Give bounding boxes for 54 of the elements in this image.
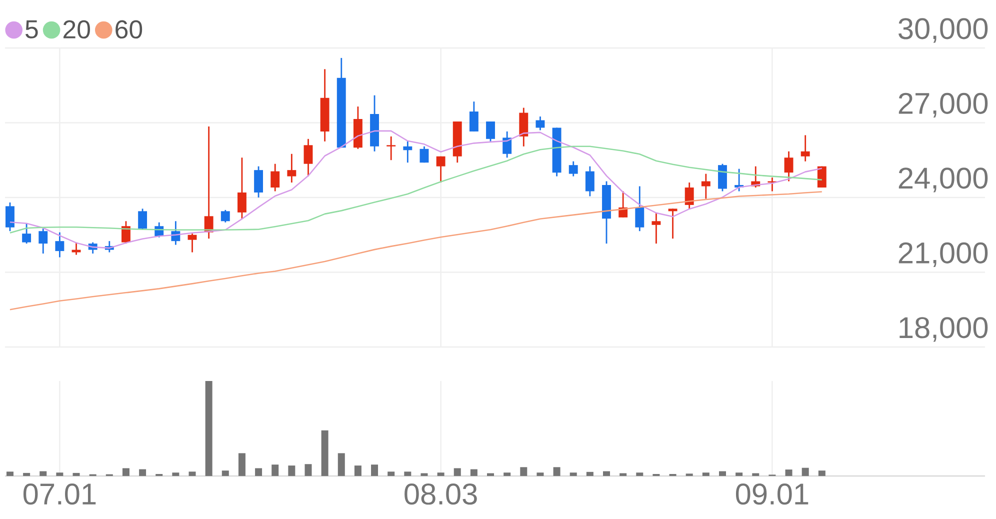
bar xyxy=(586,472,594,476)
bar xyxy=(536,472,544,476)
bar xyxy=(72,472,80,476)
bar xyxy=(56,472,64,476)
bar xyxy=(23,472,30,476)
y-tick-label: 18,000 xyxy=(900,317,988,342)
y-tick-label: 21,000 xyxy=(898,242,988,268)
bar xyxy=(454,468,461,476)
legend-label: 20 xyxy=(63,20,90,39)
bar xyxy=(205,380,212,476)
y-tick-label: 24,000 xyxy=(898,168,988,192)
bar xyxy=(603,471,610,476)
legend-label: 60 xyxy=(116,20,142,39)
bar xyxy=(288,466,296,476)
bar xyxy=(6,472,14,476)
bar xyxy=(470,469,478,476)
bar xyxy=(553,467,560,476)
x-tick-label: 08.03 xyxy=(404,484,477,505)
bar xyxy=(172,472,180,476)
bar xyxy=(487,473,494,476)
bar xyxy=(736,472,743,476)
bar xyxy=(304,464,312,476)
bar xyxy=(321,430,328,476)
legend-label: 5 xyxy=(26,20,38,38)
bar xyxy=(388,472,395,476)
bar xyxy=(255,468,262,476)
bar xyxy=(354,466,362,476)
bar xyxy=(238,453,246,476)
bar xyxy=(785,470,792,476)
bar xyxy=(420,473,428,476)
bar xyxy=(122,468,130,476)
bar xyxy=(818,470,826,476)
bar xyxy=(570,472,577,476)
bar xyxy=(802,468,809,476)
bar xyxy=(437,472,444,476)
y-tick-label: 27,000 xyxy=(898,92,988,118)
bar xyxy=(139,469,146,476)
bar xyxy=(702,472,710,476)
bar xyxy=(272,464,279,476)
bar xyxy=(188,472,196,476)
bar xyxy=(338,453,345,476)
bar xyxy=(222,470,229,476)
bar xyxy=(504,472,511,476)
y-tick-label: 30,000 xyxy=(898,18,988,43)
bar xyxy=(620,473,627,476)
x-tick-label: 07.01 xyxy=(23,484,96,505)
bar xyxy=(752,473,760,476)
bar xyxy=(371,464,378,476)
bar xyxy=(718,471,726,476)
bar xyxy=(520,467,528,476)
bar xyxy=(40,471,47,476)
x-tick-label: 09.01 xyxy=(736,484,808,505)
bar xyxy=(636,472,644,476)
bar xyxy=(404,472,412,476)
